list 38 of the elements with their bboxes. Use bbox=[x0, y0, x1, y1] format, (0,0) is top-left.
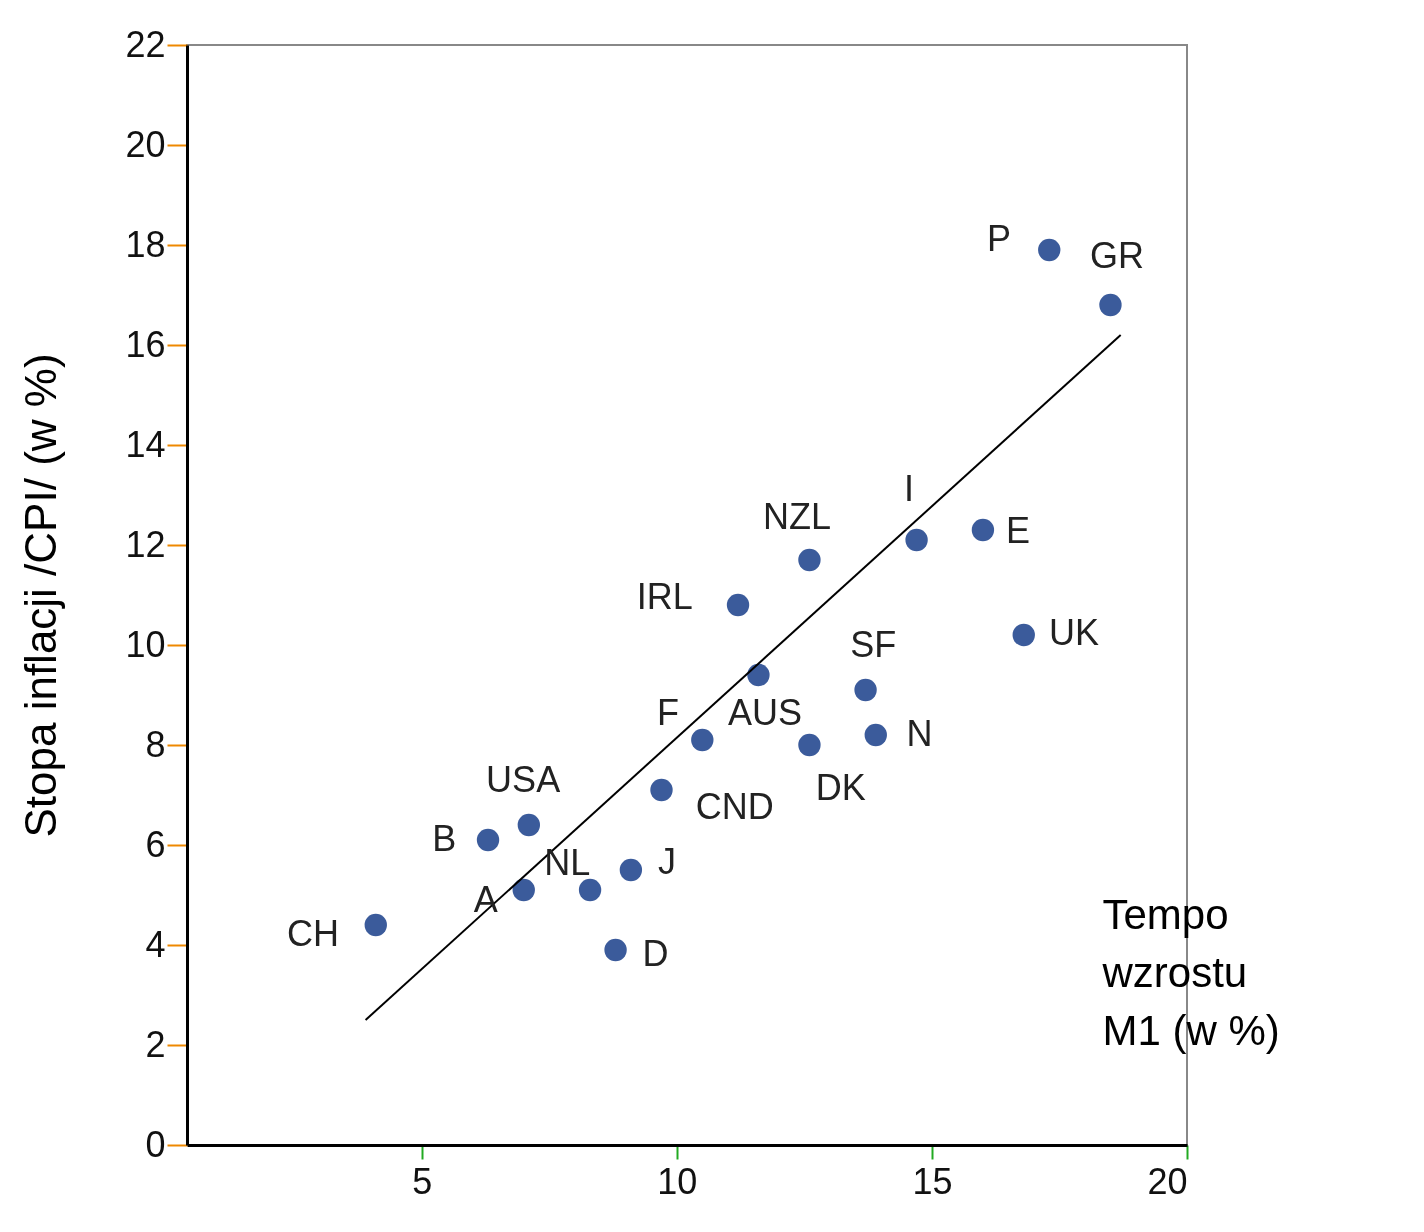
annotation: UK bbox=[1049, 612, 1100, 654]
annotation: GR bbox=[1090, 234, 1145, 276]
annotation: E bbox=[1006, 509, 1031, 551]
x-tick-label: 20 bbox=[1147, 1160, 1188, 1202]
annotation: N bbox=[906, 713, 933, 754]
annotation: J bbox=[657, 841, 676, 883]
y-tick-label: 18 bbox=[125, 223, 166, 265]
x-tick-label: 5 bbox=[412, 1160, 433, 1202]
y-tick-label: 0 bbox=[145, 1123, 166, 1165]
annotation: CND bbox=[695, 786, 774, 828]
annotation: D bbox=[642, 932, 669, 974]
y-tick-label: 4 bbox=[145, 923, 166, 965]
annotation: AUS bbox=[728, 691, 803, 733]
y-tick-label: 16 bbox=[125, 323, 166, 365]
y-tick-label: 6 bbox=[145, 823, 166, 865]
y-tick-label: 22 bbox=[125, 23, 166, 65]
annotation: A bbox=[473, 878, 498, 920]
x-tick-label: 10 bbox=[657, 1160, 698, 1202]
annotation: SF bbox=[850, 624, 897, 666]
y-tick-label: 8 bbox=[145, 723, 166, 765]
annotation: DK bbox=[815, 766, 866, 808]
annotation: P bbox=[986, 218, 1011, 260]
annotation: I bbox=[903, 467, 914, 509]
annotation: NL bbox=[544, 841, 591, 883]
x-tick-label: 15 bbox=[912, 1160, 953, 1202]
x-axis-title: Tempo wzrostu M1 (w %) bbox=[1101, 890, 1280, 1054]
annotation: CH bbox=[287, 912, 340, 954]
annotation: F bbox=[657, 691, 680, 733]
annotation: IRL bbox=[636, 576, 693, 618]
y-tick-label: 2 bbox=[145, 1023, 166, 1065]
annotation: B bbox=[432, 818, 457, 859]
annotation: USA bbox=[486, 759, 561, 801]
annotation: NZL bbox=[763, 496, 832, 538]
y-tick-label: 14 bbox=[125, 423, 166, 465]
y-tick-label: 20 bbox=[125, 123, 166, 165]
y-tick-label: 12 bbox=[125, 523, 166, 565]
y-tick-label: 10 bbox=[125, 623, 166, 665]
y-axis-title: Stopa inflacji /CPI/ (w %) bbox=[16, 353, 66, 838]
